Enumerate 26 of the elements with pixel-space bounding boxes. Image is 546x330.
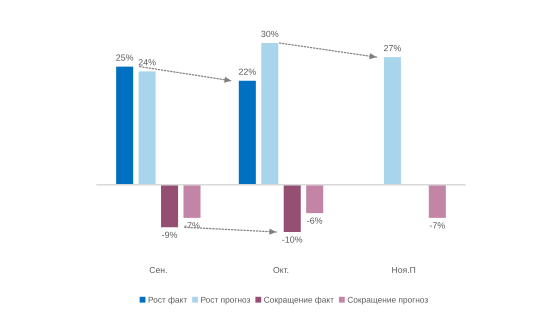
bar	[116, 66, 134, 185]
bar	[284, 184, 301, 232]
data-label: 22%	[238, 68, 256, 75]
legend-label: Рост прогноз	[201, 296, 250, 304]
x-tick-label: Ноя.П	[392, 267, 416, 274]
data-label: 25%	[116, 54, 134, 61]
data-label: -9%	[162, 232, 178, 238]
data-label: -10%	[282, 236, 302, 243]
data-label: 24%	[138, 59, 156, 66]
bar	[161, 184, 178, 228]
bar	[261, 43, 278, 185]
bar	[138, 71, 156, 185]
bar	[384, 57, 401, 185]
data-label: 27%	[384, 44, 402, 52]
data-label: 30%	[261, 30, 278, 38]
x-tick-label: Окт.	[273, 266, 288, 274]
data-label: -7%	[430, 222, 445, 228]
x-tick-label: Сен.	[150, 266, 167, 274]
bar	[306, 184, 324, 214]
bar	[428, 184, 446, 218]
bar	[183, 184, 201, 218]
bar	[238, 80, 256, 185]
legend-label: Рост факт	[148, 296, 187, 304]
data-label: -6%	[307, 218, 322, 224]
legend-label: Сокращение факт	[264, 296, 334, 304]
legend-label: Сокращение прогноз	[348, 296, 428, 304]
